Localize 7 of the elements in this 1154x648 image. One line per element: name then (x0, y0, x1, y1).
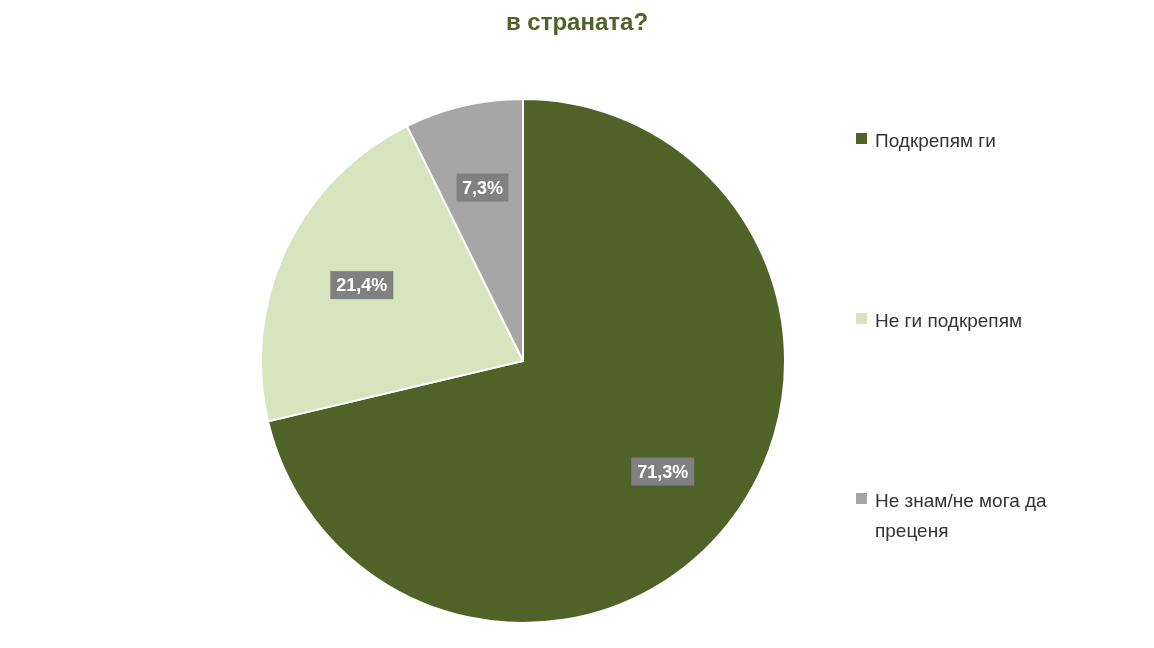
data-label: 7,3% (461, 177, 504, 198)
data-label: 71,3% (637, 461, 689, 482)
data-label: 21,4% (336, 275, 388, 296)
legend-label: Не знам/не мога да преценя (875, 489, 1048, 543)
legend-label: Не ги подкрепям (875, 309, 1022, 333)
chart-title: в страната? (504, 8, 650, 36)
legend-label: Подкрепям ги (875, 129, 996, 153)
